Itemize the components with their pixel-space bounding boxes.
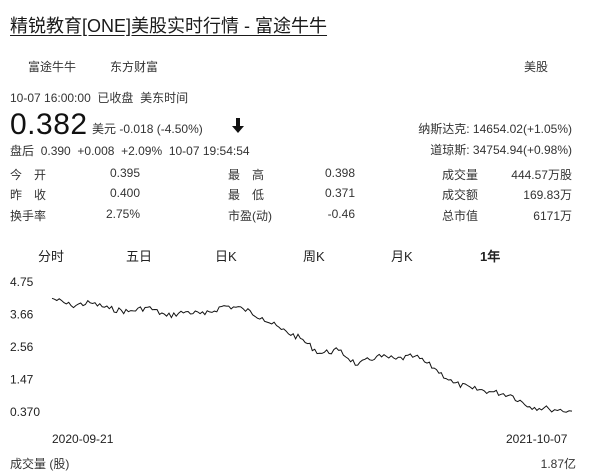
price-line xyxy=(51,297,573,413)
stat-label: 总市值 xyxy=(442,209,479,223)
stat-value: 0.371 xyxy=(324,186,355,200)
source-link-eastmoney[interactable]: 东方财富 xyxy=(110,60,159,74)
currency-label: 美元 xyxy=(92,122,117,136)
market-label: 美股 xyxy=(524,60,549,74)
price-change: -0.018 (-4.50%) xyxy=(119,122,203,136)
index-value: 34754.94(+0.98%) xyxy=(472,143,572,157)
y-tick-label: 1.47 xyxy=(10,372,34,386)
market-status: 已收盘 xyxy=(97,91,134,105)
after-hours-line: 盘后 0.390 +0.008 +2.09% 10-07 19:54:54 xyxy=(10,142,250,159)
after-hours-label: 盘后 xyxy=(10,144,35,158)
quote-time: 10-07 16:00:00 xyxy=(10,91,91,105)
stat-label: 最 低 xyxy=(228,188,265,202)
stat-value: 169.83万 xyxy=(523,188,572,202)
stat-label: 市盈(动) xyxy=(228,209,272,223)
y-tick-label: 4.75 xyxy=(10,275,34,289)
tab-one-year[interactable]: 1年 xyxy=(480,249,501,264)
stat-value: -0.46 xyxy=(327,207,355,221)
stat-value: 0.395 xyxy=(109,166,140,180)
stat-label: 成交额 xyxy=(442,188,479,202)
tab-daily-k[interactable]: 日K xyxy=(215,249,237,264)
source-link-futu[interactable]: 富途牛牛 xyxy=(28,60,77,74)
stat-value: 0.398 xyxy=(324,166,355,180)
stat-value: 6171万 xyxy=(533,209,572,223)
x-tick-label: 2021-10-07 xyxy=(506,432,568,445)
volume-label: 成交量 (股) xyxy=(10,457,70,471)
stat-label: 今 开 xyxy=(10,168,47,182)
tab-monthly-k[interactable]: 月K xyxy=(391,249,413,264)
price-change-line: 美元 -0.018 (-4.50%) xyxy=(92,120,203,137)
after-hours-price: 0.390 xyxy=(40,144,71,158)
after-hours-time: 10-07 19:54:54 xyxy=(168,144,250,158)
index-nasdaq: 纳斯达克: 14654.02(+1.05%) xyxy=(418,122,572,136)
tab-intraday[interactable]: 分时 xyxy=(38,249,65,264)
x-tick-label: 2020-09-21 xyxy=(52,432,114,445)
page-title[interactable]: 精锐教育[ONE]美股实时行情 - 富途牛牛 xyxy=(10,16,328,36)
current-price: 0.382 xyxy=(10,108,88,141)
tab-weekly-k[interactable]: 周K xyxy=(303,249,325,264)
stat-label: 最 高 xyxy=(228,168,265,182)
stat-value: 444.57万股 xyxy=(511,168,572,182)
index-name: 道琼斯 xyxy=(430,143,467,157)
status-line: 10-07 16:00:00 已收盘 美东时间 xyxy=(10,89,188,106)
volume-value: 1.87亿 xyxy=(540,457,576,471)
stat-value: 0.400 xyxy=(109,186,140,200)
index-value: 14654.02(+1.05%) xyxy=(472,122,572,136)
timezone-label: 美东时间 xyxy=(140,91,189,105)
after-hours-pct: +2.09% xyxy=(121,144,163,158)
y-tick-label: 0.370 xyxy=(10,405,40,419)
price-chart: 4.75 3.66 2.56 1.47 0.370 2020-09-21 2021-10-… xyxy=(10,275,573,445)
index-name: 纳斯达克 xyxy=(418,122,467,136)
y-tick-label: 3.66 xyxy=(10,307,34,321)
stat-label: 成交量 xyxy=(442,168,479,182)
down-arrow-icon xyxy=(232,118,244,138)
tab-five-day[interactable]: 五日 xyxy=(126,249,153,264)
after-hours-change: +0.008 xyxy=(77,144,115,158)
stat-label: 换手率 xyxy=(10,209,47,223)
stat-label: 昨 收 xyxy=(10,188,47,202)
stat-value: 2.75% xyxy=(105,207,140,221)
index-dow: 道琼斯: 34754.94(+0.98%) xyxy=(430,143,572,157)
y-tick-label: 2.56 xyxy=(10,340,34,354)
